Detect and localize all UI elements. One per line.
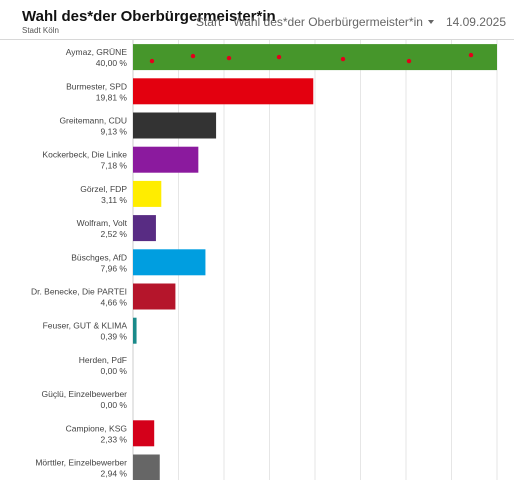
candidate-name-label: Mörttler, Einzelbewerber <box>35 458 127 468</box>
candidate-percent-label: 2,94 % <box>101 469 128 479</box>
candidate-percent-label: 3,11 % <box>101 195 127 205</box>
bar[interactable] <box>133 283 176 310</box>
candidate-name-label: Campione, KSG <box>66 423 127 433</box>
bar[interactable] <box>133 78 314 105</box>
bar-marker-dot <box>340 56 346 62</box>
candidate-name-label: Dr. Benecke, Die PARTEI <box>31 287 127 297</box>
candidate-percent-label: 4,66 % <box>101 298 128 308</box>
bar-marker-dot <box>468 52 474 58</box>
nav-start-link[interactable]: Start <box>195 15 222 29</box>
candidate-name-label: Burmester, SPD <box>66 81 127 91</box>
bar-marker-dot <box>190 53 196 59</box>
chevron-down-icon <box>427 20 434 24</box>
candidate-name-label: Aymaz, GRÜNE <box>66 47 128 57</box>
candidate-percent-label: 9,13 % <box>101 127 128 137</box>
bar[interactable] <box>133 112 217 139</box>
candidate-percent-label: 7,18 % <box>101 161 128 171</box>
candidate-name-label: Güçlü, Einzelbewerber <box>41 389 127 399</box>
candidate-percent-label: 7,96 % <box>101 263 128 273</box>
bar-marker-dot <box>226 55 232 61</box>
candidate-name-label: Herden, PdF <box>79 355 127 365</box>
bar-markers <box>149 52 474 64</box>
candidate-percent-label: 0,00 % <box>101 366 128 376</box>
candidate-percent-label: 0,39 % <box>101 332 128 342</box>
bar-marker-dot <box>149 58 155 64</box>
page-title: Wahl des*der Oberbürgermeister*in <box>22 8 276 25</box>
bar[interactable] <box>133 44 497 71</box>
election-select[interactable]: Wahl des*der Oberbürgermeister*in <box>233 15 434 29</box>
election-date: 14.09.2025 <box>445 15 506 29</box>
bar[interactable] <box>133 317 137 344</box>
candidate-name-label: Kockerbeck, Die Linke <box>42 150 127 160</box>
candidate-percent-label: 19,81 % <box>96 92 128 102</box>
bar[interactable] <box>133 215 156 242</box>
candidate-name-label: Wolfram, Volt <box>77 218 128 228</box>
candidate-percent-label: 40,00 % <box>96 58 128 68</box>
header-nav: Start Wahl des*der Oberbürgermeister*in … <box>196 15 506 29</box>
bar[interactable] <box>133 454 160 480</box>
page-subtitle: Stadt Köln <box>22 26 59 35</box>
candidate-name-label: Feuser, GUT & KLIMA <box>43 321 128 331</box>
bar[interactable] <box>133 420 155 447</box>
election-select-label: Wahl des*der Oberbürgermeister*in <box>233 15 423 29</box>
bar-marker-dot <box>406 58 412 64</box>
candidate-name-label: Greitemann, CDU <box>59 116 127 126</box>
page-header: Wahl des*der Oberbürgermeister*in Stadt … <box>0 0 514 40</box>
candidate-percent-label: 0,00 % <box>101 400 128 410</box>
candidate-percent-label: 2,33 % <box>101 434 128 444</box>
bar-marker-dot <box>276 54 282 60</box>
bar[interactable] <box>133 249 206 276</box>
candidate-name-label: Büschges, AfD <box>71 252 127 262</box>
bar[interactable] <box>133 180 162 207</box>
candidate-name-label: Görzel, FDP <box>80 184 127 194</box>
bar[interactable] <box>133 146 199 173</box>
candidate-percent-label: 2,52 % <box>101 229 128 239</box>
